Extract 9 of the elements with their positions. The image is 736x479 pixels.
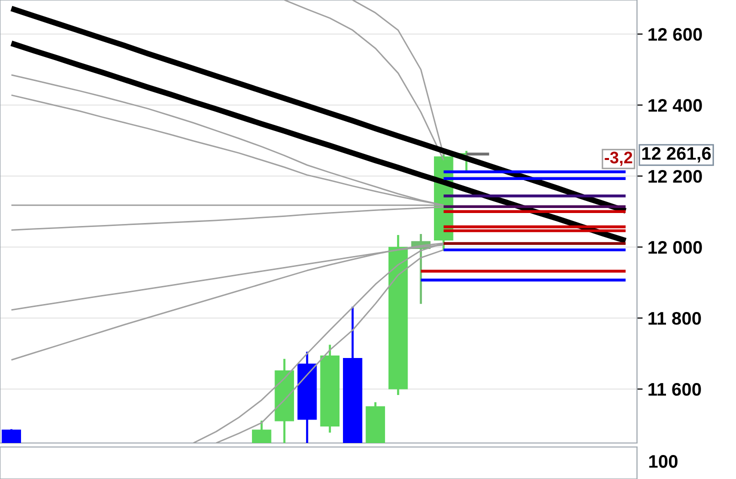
y-tick-label: 12 400 <box>648 99 702 112</box>
annotation: -3,2 <box>604 152 632 166</box>
y-tick-label: 11 800 <box>648 312 701 325</box>
text: 12 261,6 <box>642 147 711 162</box>
y-tick-label: 12 200 <box>648 170 702 183</box>
y-tick-label: 12 600 <box>648 28 702 41</box>
y-tick-label: 11 600 <box>648 382 701 396</box>
text: 100 <box>649 455 678 468</box>
y-tick-label: 12 000 <box>648 240 702 254</box>
